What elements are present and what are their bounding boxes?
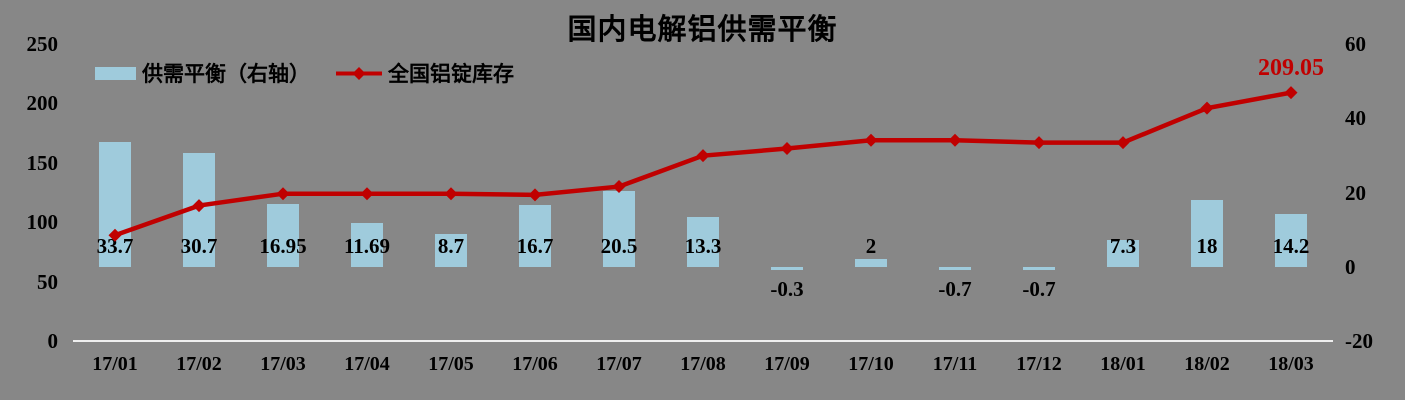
- diamond-marker-icon: [948, 133, 962, 147]
- bar-data-label: 20.5: [600, 233, 638, 258]
- bar-17/10: [855, 259, 887, 267]
- x-axis-label: 17/02: [176, 353, 222, 375]
- diamond-marker-icon: [276, 187, 290, 201]
- bar-17/08: [687, 217, 719, 267]
- bar-data-label: -0.7: [1022, 276, 1056, 301]
- legend-item-bar-series[interactable]: 供需平衡（右轴）: [95, 58, 310, 88]
- x-axis-label: 17/04: [344, 353, 390, 375]
- x-axis-label: 17/11: [932, 353, 978, 375]
- x-axis-label: 17/01: [92, 353, 138, 375]
- x-axis-label: 17/05: [428, 353, 474, 375]
- line-series-marker-icon: [336, 66, 382, 80]
- diamond-marker-icon: [444, 187, 458, 201]
- x-axis-label: 17/03: [260, 353, 306, 375]
- x-axis-label: 18/02: [1184, 353, 1230, 375]
- bar-17/01: [99, 141, 131, 267]
- chart-title: 国内电解铝供需平衡: [567, 14, 838, 46]
- diamond-marker-icon: [528, 188, 542, 202]
- diamond-marker-icon: [1116, 136, 1130, 150]
- legend[interactable]: 供需平衡（右轴） 全国铝锭库存: [95, 58, 514, 88]
- diamond-marker-icon: [360, 187, 374, 201]
- x-axis-label: 17/08: [680, 353, 726, 375]
- bar-data-label: 16.7: [516, 233, 554, 258]
- right-axis-tick: 20: [1345, 180, 1366, 205]
- right-axis-tick: 60: [1345, 32, 1366, 56]
- bar-data-label: 18: [1196, 233, 1218, 258]
- diamond-marker-icon: [696, 149, 710, 163]
- diamond-marker-icon: [108, 228, 122, 242]
- bar-data-label: 16.95: [259, 233, 307, 258]
- bar-17/06: [519, 204, 551, 267]
- legend-label-bar-series: 供需平衡（右轴）: [142, 62, 310, 86]
- left-axis-tick: 150: [26, 150, 59, 175]
- right-axis-tick: -20: [1345, 329, 1373, 353]
- left-axis-tick: 200: [26, 91, 59, 116]
- diamond-marker-icon: [612, 180, 626, 194]
- diamond-marker-icon: [864, 133, 878, 147]
- bar-17/07: [603, 190, 635, 267]
- bar-data-label: -0.3: [770, 276, 804, 301]
- left-axis-tick: 50: [37, 269, 58, 294]
- bar-data-label: -0.7: [938, 276, 972, 301]
- bar-18/03: [1275, 214, 1307, 267]
- bar-data-label: 2: [865, 233, 877, 258]
- bar-data-label: 7.3: [1109, 233, 1137, 258]
- inventory-line: [114, 90, 1292, 238]
- x-axis-label: 17/07: [596, 353, 642, 375]
- legend-item-line-series[interactable]: 全国铝锭库存: [336, 58, 514, 88]
- bar-data-label: 30.7: [180, 233, 218, 258]
- x-axis-label: 17/09: [764, 353, 810, 375]
- diamond-marker-icon: [1032, 136, 1046, 150]
- bar-18/02: [1191, 199, 1223, 267]
- left-axis-tick: 100: [26, 210, 59, 235]
- x-axis-label: 18/03: [1268, 353, 1314, 375]
- bar-series-swatch-icon: [95, 66, 136, 80]
- bar-17/12: [1023, 266, 1055, 270]
- diamond-marker-icon: [192, 199, 206, 213]
- x-axis-line: [73, 340, 1333, 342]
- diamond-marker-icon: [1284, 86, 1298, 100]
- line-endpoint-label: 209.05: [1258, 54, 1324, 81]
- bar-data-label: 8.7: [437, 233, 465, 258]
- x-axis-label: 17/12: [1016, 353, 1062, 375]
- right-axis-tick: 40: [1345, 106, 1366, 131]
- bar-data-label: 13.3: [684, 233, 722, 258]
- bar-18/01: [1107, 239, 1139, 267]
- bar-17/05: [435, 234, 467, 267]
- bar-17/03: [267, 203, 299, 267]
- x-axis-label: 18/01: [1100, 353, 1146, 375]
- bar-data-label: 11.69: [343, 233, 391, 258]
- diamond-marker-icon: [780, 142, 794, 156]
- right-axis-tick: 0: [1345, 254, 1356, 279]
- left-axis-tick: 0: [47, 329, 59, 353]
- x-axis-label: 17/10: [848, 353, 894, 375]
- bar-17/04: [351, 223, 383, 267]
- left-axis-tick: 250: [26, 32, 59, 56]
- bar-17/11: [939, 266, 971, 270]
- x-axis-label: 17/06: [512, 353, 558, 375]
- legend-label-line-series: 全国铝锭库存: [388, 62, 514, 86]
- bar-17/09: [771, 266, 803, 270]
- bar-data-label: 14.2: [1272, 233, 1310, 258]
- diamond-marker-icon: [1200, 101, 1214, 115]
